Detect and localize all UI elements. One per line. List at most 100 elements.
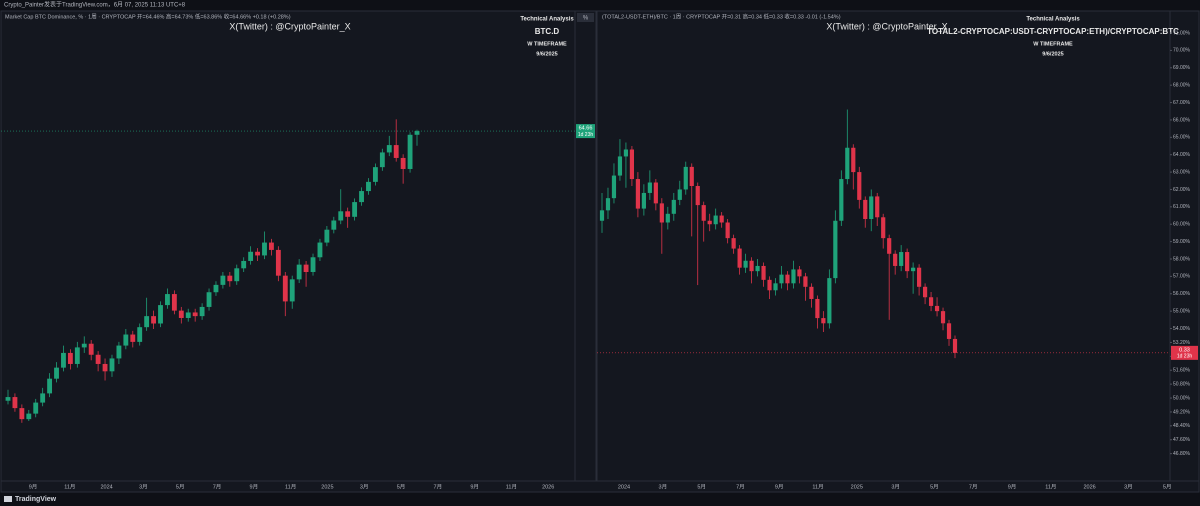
- candle-body: [863, 199, 868, 220]
- brand-name: TradingView: [15, 496, 57, 503]
- candle-body: [839, 179, 844, 221]
- candle-body: [791, 269, 796, 284]
- y-tick-label: 66.00%: [1173, 117, 1191, 123]
- watermark: X(Twitter) : @CryptoPainter_X: [826, 21, 947, 31]
- candle-body: [26, 413, 32, 420]
- candle-body: [689, 166, 694, 186]
- candle-body: [623, 149, 629, 157]
- candle-body: [641, 192, 646, 209]
- x-tick-label: 2024: [618, 484, 630, 490]
- candle-body: [151, 316, 157, 324]
- candle-body: [400, 157, 406, 169]
- candle-body: [887, 238, 892, 254]
- candle-body: [213, 284, 219, 293]
- candle-body: [407, 134, 413, 169]
- candle-body: [785, 274, 790, 284]
- candle-body: [359, 191, 364, 203]
- candle-body: [857, 172, 862, 200]
- candle-body: [635, 179, 640, 209]
- candle-body: [393, 145, 399, 158]
- candle-body: [659, 203, 664, 223]
- candle-body: [262, 242, 267, 256]
- right-price-axis: [1169, 10, 1200, 482]
- y-tick-label: 61.00%: [1173, 204, 1191, 210]
- candle-body: [372, 167, 378, 182]
- candle-body: [737, 248, 742, 268]
- candle-body: [74, 347, 80, 364]
- x-tick-label: 11月: [285, 483, 296, 490]
- candle-body: [713, 215, 718, 225]
- chart-legend: (TOTAL2-USDT-ETH)/BTC · 1周 · CRYPTOCAP 开…: [602, 12, 841, 20]
- y-tick-label: 50.80%: [1173, 381, 1191, 387]
- x-tick-label: 7月: [434, 483, 443, 490]
- candle-body: [303, 264, 309, 272]
- annotation: TOTAL2-CRYPTOCAP:USDT-CRYPTOCAP:ETH)/CRY…: [927, 27, 1179, 36]
- candle-body: [282, 275, 288, 302]
- candle-body: [797, 269, 802, 277]
- y-tick-label: 55.00%: [1173, 308, 1191, 314]
- candle-body: [725, 222, 730, 239]
- y-tick-label: 69.00%: [1173, 65, 1191, 71]
- candle-body: [755, 265, 760, 272]
- candle-body: [366, 181, 371, 192]
- candle-body: [165, 294, 170, 306]
- candle-body: [677, 189, 682, 200]
- x-tick-label: 3月: [891, 483, 900, 490]
- candle-body: [946, 323, 952, 339]
- candle-body: [158, 305, 163, 324]
- price-label: 0.33: [1179, 347, 1190, 353]
- candle-body: [617, 156, 623, 176]
- left-price-axis: [574, 10, 597, 482]
- candle-body: [767, 279, 772, 291]
- candle-body: [934, 305, 940, 312]
- x-tick-label: 9月: [250, 483, 259, 490]
- candle-body: [683, 166, 688, 190]
- candle-body: [905, 252, 910, 272]
- candle-body: [5, 397, 11, 401]
- candle-body: [803, 276, 808, 287]
- price-label-box: [1171, 345, 1198, 360]
- candle-body: [379, 152, 385, 168]
- candle-body: [809, 286, 814, 299]
- x-tick-label: 2025: [851, 484, 863, 490]
- candle-body: [248, 251, 254, 261]
- candle-body: [599, 210, 605, 221]
- candle-body: [206, 292, 212, 307]
- candle-body: [199, 306, 205, 317]
- left-panel: [0, 10, 576, 482]
- chart-legend: Market Cap BTC Dominance, % · 1周 · CRYPT…: [5, 12, 291, 20]
- annotation: W TIMEFRAME: [1033, 41, 1073, 47]
- x-tick-label: 5月: [176, 483, 185, 490]
- y-tick-label: 62.00%: [1173, 187, 1191, 193]
- x-tick-label: 3月: [139, 483, 148, 490]
- y-tick-label: 70.00%: [1173, 48, 1191, 54]
- x-tick-label: 7月: [969, 483, 978, 490]
- y-tick-label: 59.00%: [1173, 239, 1191, 245]
- candle-body: [102, 363, 108, 372]
- candle-body: [95, 354, 101, 364]
- y-tick-label: 56.00%: [1173, 291, 1191, 297]
- candle-body: [881, 217, 886, 239]
- candle-body: [629, 149, 635, 180]
- x-tick-label: 3月: [360, 483, 369, 490]
- candle-body: [19, 408, 25, 420]
- y-tick-label: 67.00%: [1173, 100, 1191, 106]
- candle-body: [310, 257, 316, 272]
- candle-body: [845, 147, 850, 180]
- candle-body: [875, 196, 880, 218]
- candle-body: [67, 352, 73, 364]
- y-tick-label: 54.00%: [1173, 326, 1191, 332]
- price-label: 64.66: [579, 126, 593, 132]
- x-tick-label: 9月: [470, 483, 479, 490]
- x-tick-label: 5月: [697, 483, 706, 490]
- candle-body: [33, 402, 39, 414]
- x-tick-label: 11月: [1045, 483, 1056, 490]
- x-tick-label: 9月: [775, 483, 784, 490]
- brand-logo: [4, 496, 12, 502]
- annotation: Technical Analysis: [520, 17, 574, 23]
- candle-body: [352, 202, 358, 217]
- y-tick-label: 57.00%: [1173, 274, 1191, 280]
- candle-body: [185, 312, 191, 318]
- candle-body: [749, 260, 754, 272]
